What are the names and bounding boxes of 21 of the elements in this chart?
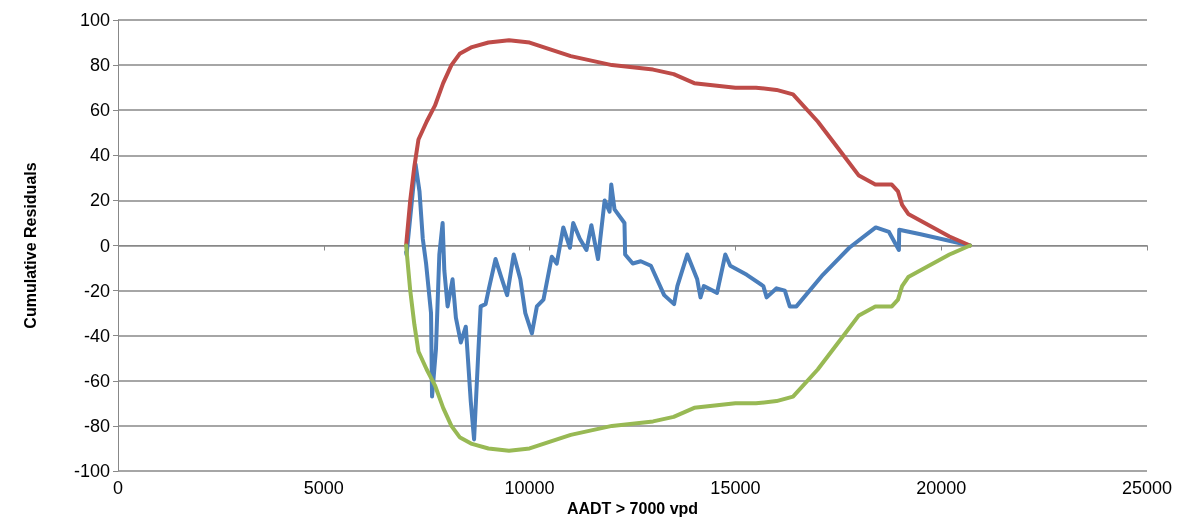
x-tick-label: 0 [112,478,124,498]
y-tick-label: 40 [89,145,110,166]
y-tick-label: -100 [73,461,110,481]
x-tick-label: 5000 [303,478,344,498]
x-tick-label: 25000 [1121,478,1173,498]
y-tick-label: 80 [89,55,110,76]
y-tick-label: 20 [89,190,110,211]
x-tick-label: 10000 [504,478,555,498]
y-axis-title: Cumulative Residuals [21,162,39,329]
x-tick-label: 15000 [710,478,761,498]
line-series [404,38,973,248]
y-tick-label: -20 [83,280,110,301]
y-tick-label: 0 [99,235,110,256]
y-tick-label: -80 [83,415,110,436]
y-tick-label: -60 [83,370,110,391]
x-tick-label: 20000 [916,478,967,498]
y-tick-label: 60 [89,100,110,121]
x-axis-title: AADT > 7000 vpd [566,499,699,517]
line-series [404,243,973,453]
y-tick-label: 100 [79,10,110,30]
y-tick-label: -40 [83,325,110,346]
